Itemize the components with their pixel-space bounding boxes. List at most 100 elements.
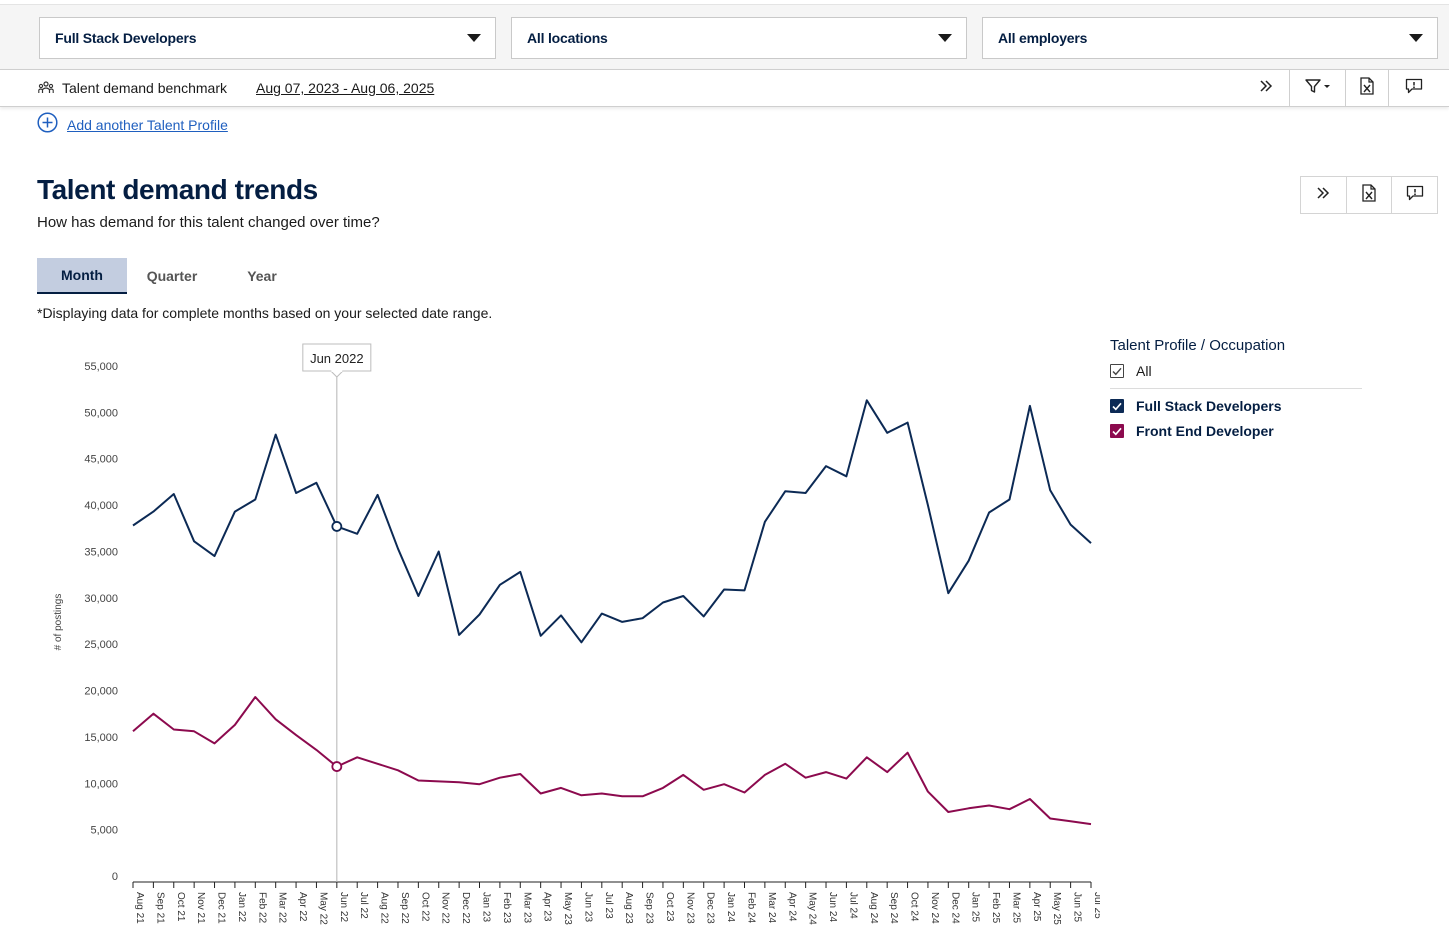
x-tick-label: Nov 23: [684, 892, 695, 924]
excel-export-icon: [1361, 183, 1377, 207]
x-tick-label: Apr 25: [1031, 892, 1042, 922]
x-tick-label: Jul 23: [603, 892, 614, 919]
x-tick-label: Jul 22: [358, 892, 369, 919]
x-tick-label: Apr 22: [297, 892, 308, 922]
x-tick-label: Sep 23: [644, 892, 655, 924]
checkbox-checked-icon: [1110, 364, 1124, 378]
y-axis-label: # of postings: [53, 594, 64, 651]
x-tick-label: Aug 24: [868, 892, 879, 924]
benchmark-date-range[interactable]: Aug 07, 2023 - Aug 06, 2025: [256, 80, 435, 96]
section-title: Talent demand trends: [37, 174, 318, 205]
chart-feedback-button[interactable]: [1391, 177, 1437, 213]
feedback-icon: [1406, 185, 1424, 206]
y-tick-label: 0: [112, 871, 118, 883]
hover-point-full-stack: [331, 521, 343, 532]
x-tick-label: Sep 24: [888, 892, 899, 924]
chart-expand-button[interactable]: [1301, 177, 1346, 213]
x-tick-label: Feb 22: [256, 892, 267, 924]
excel-export-icon: [1359, 76, 1375, 100]
x-tick-label: May 24: [807, 892, 818, 925]
legend-heading: Talent Profile / Occupation: [1110, 337, 1286, 354]
period-tabs: Month Quarter Year: [37, 258, 307, 294]
x-tick-label: Oct 22: [419, 892, 430, 922]
x-tick-label: Mar 23: [521, 892, 532, 924]
talent-demand-chart: 0 5,000 10,000 15,000 20,000 25,000 30,000 35,0…: [53, 343, 1100, 925]
filter-bar: Full Stack Developers All locations All …: [0, 4, 1449, 69]
legend-item-front-end[interactable]: Front End Developer: [1110, 423, 1362, 439]
feedback-button[interactable]: [1388, 70, 1438, 106]
checkbox-checked-icon: [1110, 399, 1124, 413]
y-tick-label: 15,000: [84, 732, 118, 744]
legend-all-toggle[interactable]: All: [1110, 363, 1362, 389]
benchmark-label: Talent demand benchmark: [62, 80, 227, 96]
chart-export-button[interactable]: [1345, 177, 1392, 213]
export-excel-button[interactable]: [1345, 70, 1388, 106]
chart-legend: Talent Profile / Occupation All Full Sta…: [1110, 337, 1362, 439]
series-line-front-end: [132, 696, 1092, 826]
x-tick-label: Nov 21: [195, 892, 206, 924]
x-tick-label: Sep 22: [399, 892, 410, 924]
tab-quarter[interactable]: Quarter: [146, 268, 198, 284]
legend-label-full-stack: Full Stack Developers: [1136, 398, 1282, 414]
benchmark-bar: Talent demand benchmark Aug 07, 2023 - A…: [0, 69, 1449, 107]
x-tick-label: May 22: [317, 892, 328, 925]
x-tick-label: Jun 25: [1072, 892, 1083, 922]
x-tick-label: Aug 21: [134, 892, 145, 924]
x-tick-label: May 25: [1051, 892, 1062, 925]
x-tick-label: Jan 25: [970, 892, 981, 922]
double-chevron-right-icon: [1259, 79, 1273, 97]
y-tick-label: 20,000: [84, 686, 118, 698]
section-subtitle: How has demand for this talent changed o…: [37, 214, 380, 231]
add-profile-link[interactable]: Add another Talent Profile: [37, 112, 228, 138]
location-select-value: All locations: [527, 30, 608, 46]
x-tick-label: Mar 25: [1010, 892, 1021, 924]
plus-circle-icon: [37, 112, 58, 138]
x-tick-label: Dec 24: [949, 892, 960, 924]
y-tick-label: 5,000: [90, 825, 118, 837]
y-tick-label: 35,000: [84, 546, 118, 558]
y-tick-label: 25,000: [84, 639, 118, 651]
data-note: *Displaying data for complete months bas…: [37, 305, 493, 321]
x-tick-label: Sep 21: [154, 892, 165, 924]
x-tick-label: Dec 21: [216, 892, 227, 924]
add-profile-label: Add another Talent Profile: [67, 117, 228, 133]
x-tick-label: Jan 22: [236, 892, 247, 922]
legend-item-full-stack[interactable]: Full Stack Developers: [1110, 398, 1362, 414]
x-tick-label: Jun 23: [582, 892, 593, 922]
y-tick-label: 10,000: [84, 778, 118, 790]
x-tick-label: Jun 22: [338, 892, 349, 922]
tab-month[interactable]: Month: [37, 258, 127, 294]
feedback-icon: [1405, 78, 1423, 99]
chevron-down-icon: [938, 34, 952, 42]
filter-button[interactable]: [1289, 70, 1345, 106]
x-tick-label: Mar 24: [766, 892, 777, 924]
location-select[interactable]: All locations: [511, 17, 967, 59]
tooltip-label: Jun 2022: [310, 351, 364, 366]
employer-select[interactable]: All employers: [982, 17, 1438, 59]
y-tick-label: 30,000: [84, 593, 118, 605]
x-tick-label: Nov 22: [440, 892, 451, 924]
tooltip-box: [302, 343, 372, 372]
chart-toolbar: [1300, 176, 1438, 214]
x-tick-label: Oct 23: [664, 892, 675, 922]
expand-button[interactable]: [1243, 70, 1289, 106]
legend-label-front-end: Front End Developer: [1136, 423, 1274, 439]
legend-all-label: All: [1136, 363, 1152, 379]
double-chevron-right-icon: [1316, 186, 1330, 204]
y-tick-label: 45,000: [84, 454, 118, 466]
x-tick-label: Jan 24: [725, 892, 736, 922]
x-tick-label: Jun 24: [827, 892, 838, 922]
x-tick-label: Dec 23: [705, 892, 716, 924]
x-tick-label: Aug 22: [379, 892, 390, 924]
chevron-down-icon: [467, 34, 481, 42]
occupation-select[interactable]: Full Stack Developers: [39, 17, 496, 59]
x-tick-label: Feb 23: [501, 892, 512, 924]
x-tick-label: Oct 24: [909, 892, 920, 922]
hover-point-front-end: [331, 761, 343, 772]
series-line-full-stack: [132, 399, 1092, 644]
tab-year[interactable]: Year: [247, 268, 277, 284]
x-tick-label: Mar 22: [277, 892, 288, 924]
x-tick-label: Feb 24: [745, 892, 756, 924]
people-group-icon: [38, 81, 54, 100]
x-tick-label: Jul 25: [1092, 892, 1100, 919]
